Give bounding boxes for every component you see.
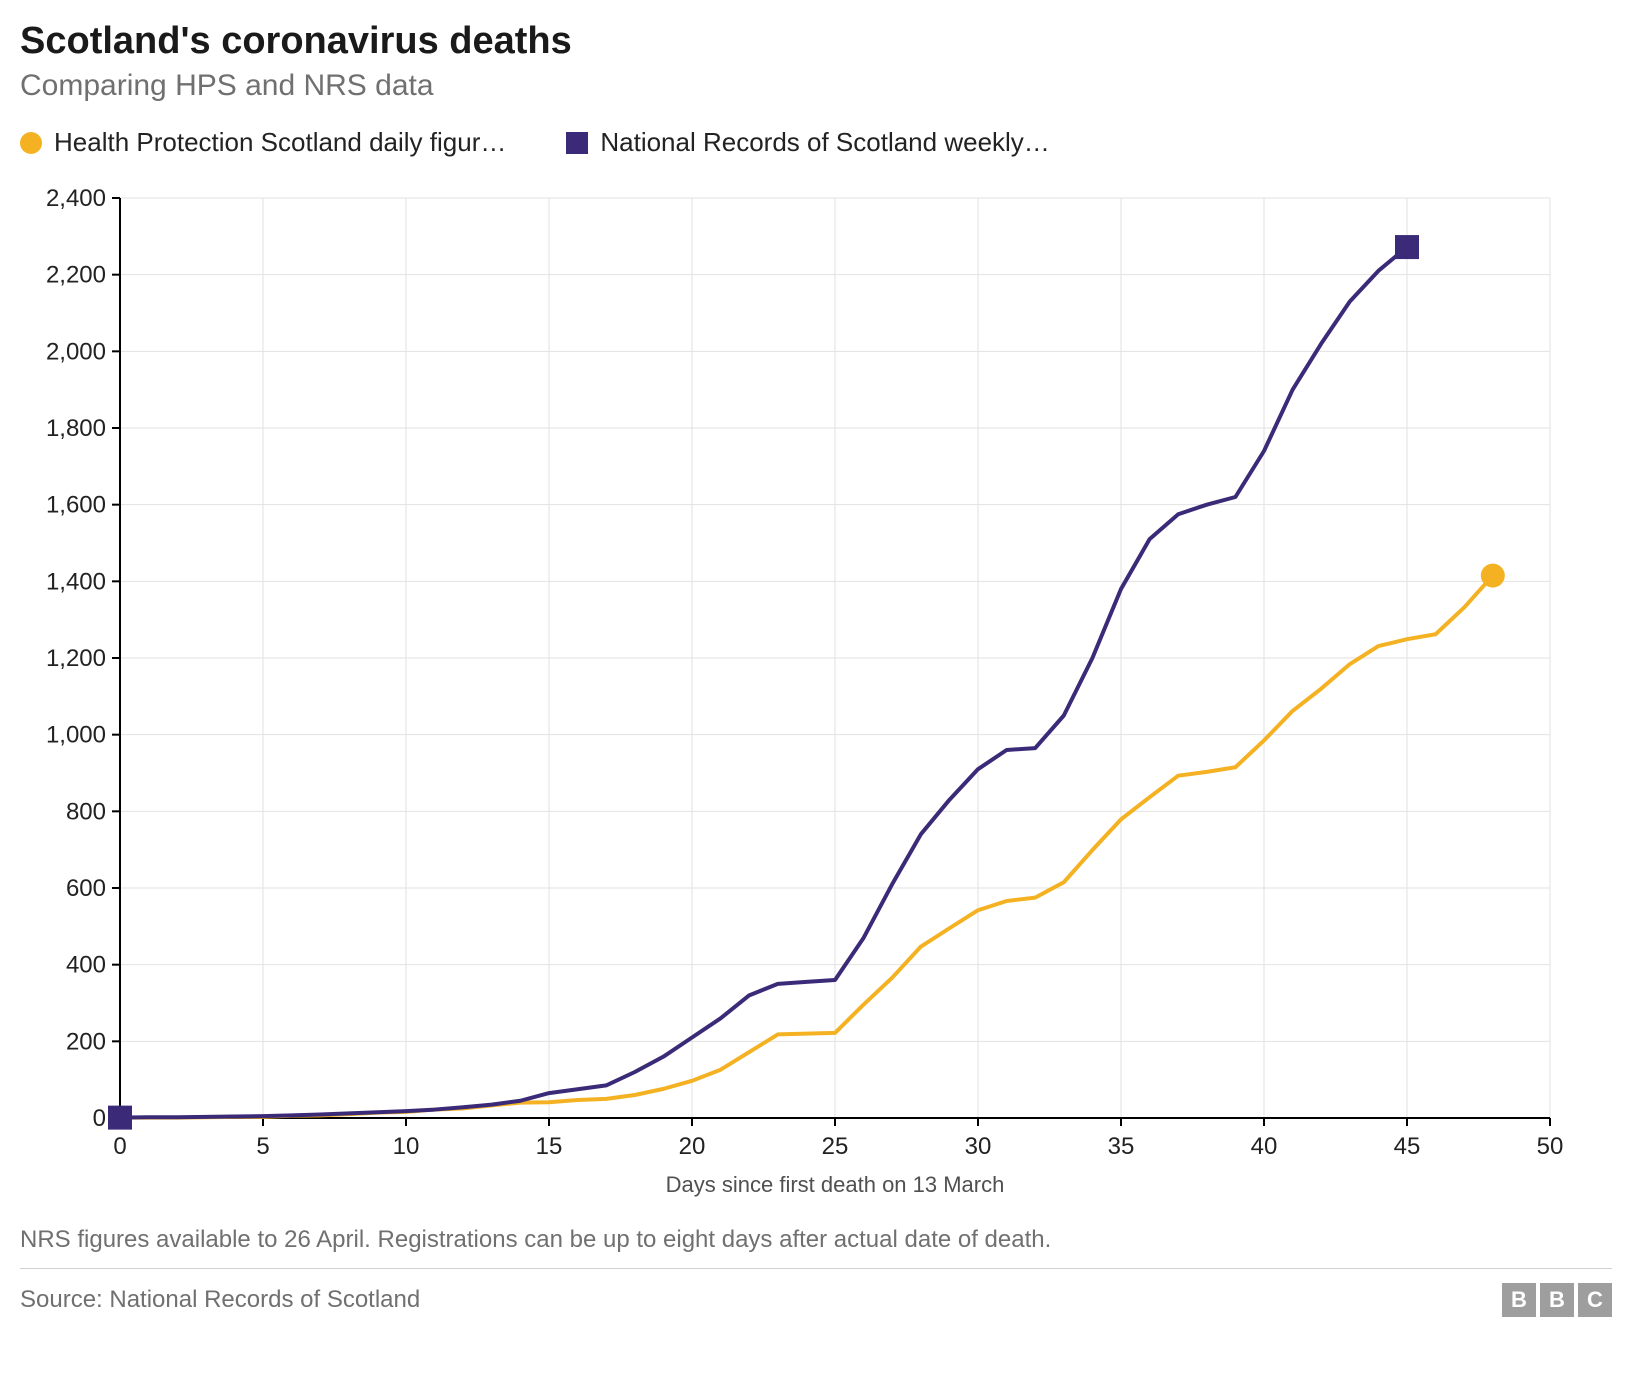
legend-item-nrs: National Records of Scotland weekly… — [566, 127, 1049, 158]
legend-label: Health Protection Scotland daily figur… — [54, 127, 506, 158]
bbc-logo-letter: C — [1578, 1283, 1612, 1317]
svg-text:0: 0 — [113, 1133, 126, 1160]
svg-text:600: 600 — [66, 875, 106, 902]
svg-text:35: 35 — [1108, 1133, 1135, 1160]
svg-text:25: 25 — [822, 1133, 849, 1160]
square-marker-icon — [566, 132, 588, 154]
circle-marker-icon — [20, 132, 42, 154]
svg-text:1,400: 1,400 — [46, 568, 106, 595]
chart-footnote: NRS figures available to 26 April. Regis… — [20, 1226, 1612, 1254]
chart-container: Scotland's coronavirus deaths Comparing … — [20, 20, 1612, 1317]
svg-text:1,200: 1,200 — [46, 645, 106, 672]
svg-text:1,600: 1,600 — [46, 492, 106, 519]
line-chart-svg: 0 5 10 15 20 25 30 35 40 45 50 0 200 400 600 800 1,000 1,… — [20, 178, 1580, 1208]
chart-subtitle: Comparing HPS and NRS data — [20, 69, 1612, 103]
legend-item-hps: Health Protection Scotland daily figur… — [20, 127, 506, 158]
svg-text:10: 10 — [393, 1133, 420, 1160]
svg-text:20: 20 — [679, 1133, 706, 1160]
svg-text:1,800: 1,800 — [46, 415, 106, 442]
bbc-logo-letter: B — [1502, 1283, 1536, 1317]
legend-label: National Records of Scotland weekly… — [600, 127, 1049, 158]
source-row: Source: National Records of Scotland B B… — [20, 1268, 1612, 1317]
svg-text:2,400: 2,400 — [46, 185, 106, 212]
plot-area: 0 5 10 15 20 25 30 35 40 45 50 0 200 400 600 800 1,000 1,… — [20, 178, 1612, 1208]
svg-text:45: 45 — [1394, 1133, 1421, 1160]
bbc-logo: B B C — [1502, 1283, 1612, 1317]
svg-text:40: 40 — [1251, 1133, 1278, 1160]
svg-text:0: 0 — [93, 1105, 106, 1132]
svg-text:15: 15 — [536, 1133, 563, 1160]
svg-text:5: 5 — [256, 1133, 269, 1160]
svg-text:1,000: 1,000 — [46, 722, 106, 749]
svg-text:800: 800 — [66, 798, 106, 825]
legend: Health Protection Scotland daily figur… … — [20, 127, 1612, 158]
chart-title: Scotland's coronavirus deaths — [20, 20, 1612, 63]
svg-text:400: 400 — [66, 952, 106, 979]
bbc-logo-letter: B — [1540, 1283, 1574, 1317]
source-text: Source: National Records of Scotland — [20, 1286, 420, 1314]
svg-text:2,000: 2,000 — [46, 338, 106, 365]
svg-text:30: 30 — [965, 1133, 992, 1160]
svg-text:2,200: 2,200 — [46, 262, 106, 289]
svg-text:Days since first death on 13 M: Days since first death on 13 March — [666, 1172, 1005, 1197]
svg-text:200: 200 — [66, 1028, 106, 1055]
svg-text:50: 50 — [1537, 1133, 1564, 1160]
